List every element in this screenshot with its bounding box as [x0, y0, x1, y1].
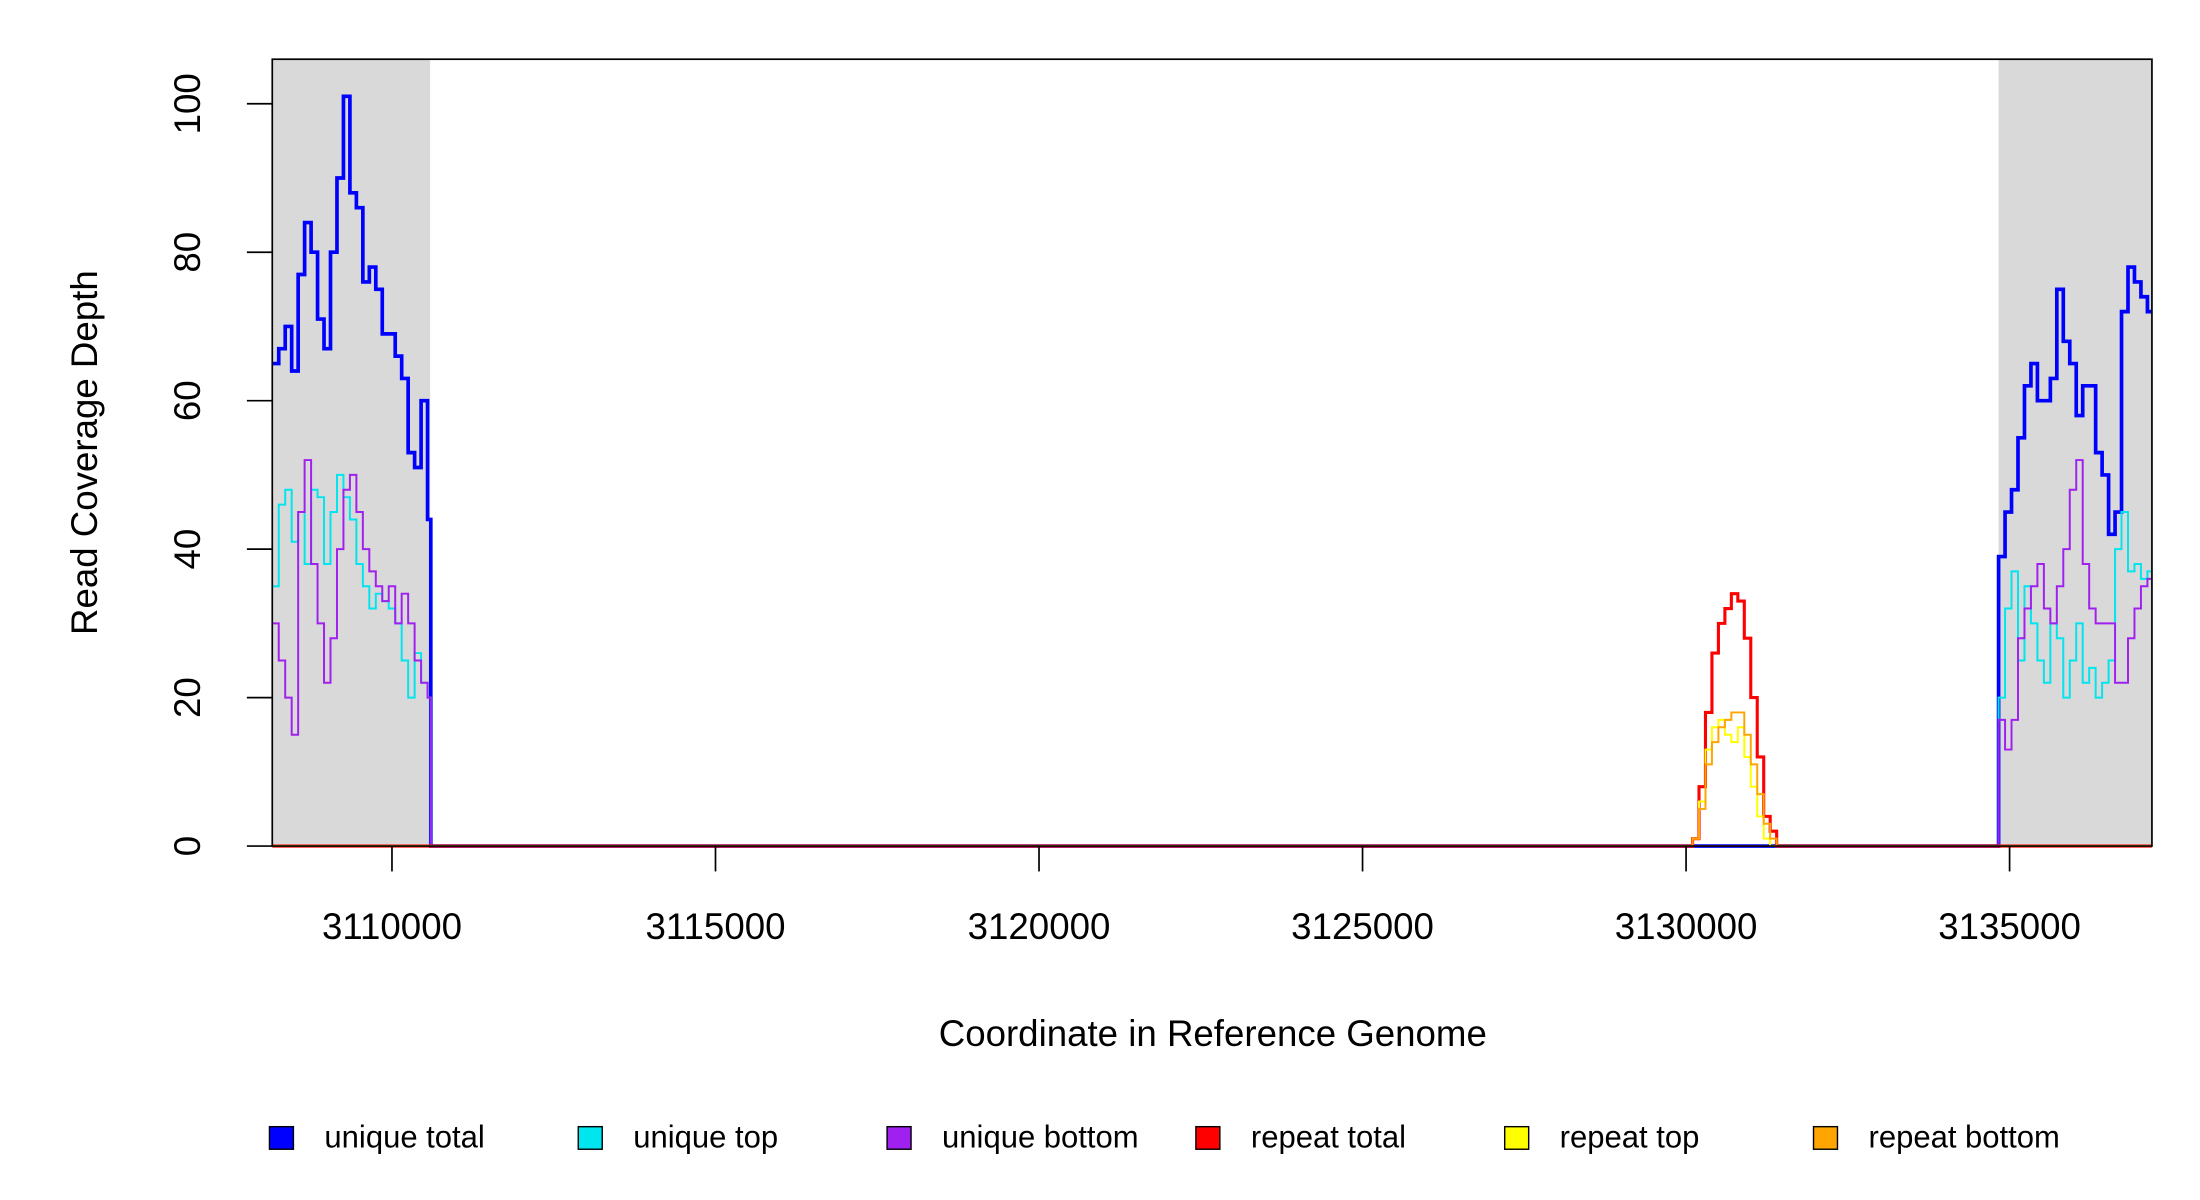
legend-swatch	[577, 1125, 603, 1150]
y-tick-label: 100	[167, 73, 208, 134]
y-tick-label: 60	[167, 380, 208, 421]
legend-swatch	[1195, 1125, 1221, 1150]
legend-label: repeat bottom	[1869, 1120, 2060, 1155]
step-line	[272, 473, 2152, 848]
step-line	[272, 718, 2152, 848]
legend-label: repeat total	[1251, 1120, 1406, 1155]
y-tick-label: 80	[167, 232, 208, 273]
x-tick-label: 3135000	[1938, 906, 2081, 947]
legend-label: unique bottom	[942, 1120, 1139, 1155]
y-tick-label: 0	[167, 836, 208, 856]
legend-swatch	[268, 1125, 295, 1150]
legend-label: repeat top	[1560, 1120, 1700, 1155]
plot-frame	[271, 58, 2153, 847]
y-tick-label: 20	[167, 677, 208, 718]
step-line	[272, 459, 2152, 848]
shaded-region	[1998, 59, 2152, 847]
legend-swatch	[886, 1125, 912, 1150]
legend-swatch	[1812, 1125, 1839, 1150]
y-axis-label: Read Coverage Depth	[64, 270, 105, 635]
step-line	[272, 592, 2152, 848]
x-tick-label: 3125000	[1291, 906, 1434, 947]
legend-label: unique top	[633, 1120, 778, 1155]
x-tick-label: 3120000	[968, 906, 1111, 947]
legend-label: unique total	[324, 1120, 484, 1155]
legend-swatch	[1503, 1125, 1530, 1150]
x-tick-label: 3130000	[1615, 906, 1758, 947]
x-tick-label: 3110000	[322, 906, 462, 947]
step-line	[272, 94, 2152, 848]
step-line	[272, 711, 2152, 848]
y-tick-label: 40	[167, 529, 208, 570]
x-tick-label: 3115000	[646, 906, 786, 947]
x-axis-label: Coordinate in Reference Genome	[939, 1013, 1487, 1054]
